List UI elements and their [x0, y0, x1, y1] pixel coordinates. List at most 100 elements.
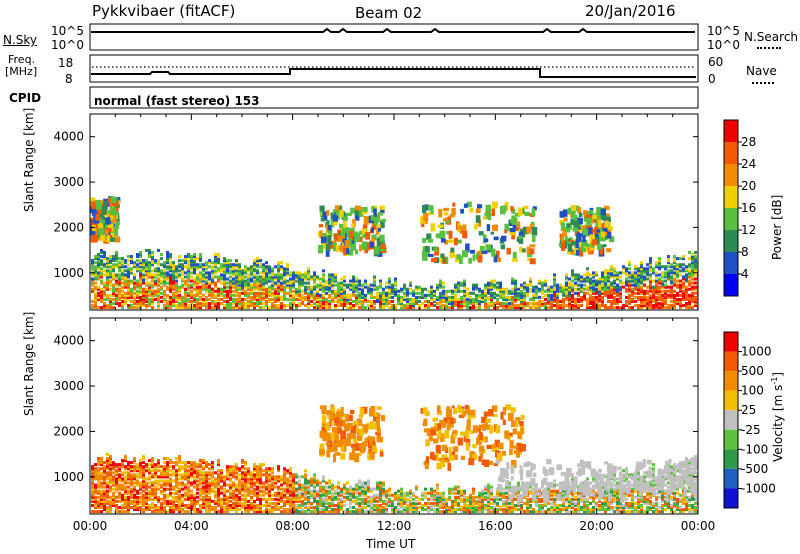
range-cell — [196, 293, 199, 297]
range-cell — [223, 304, 226, 308]
range-cell — [256, 265, 259, 269]
range-cell — [241, 465, 244, 469]
range-cell — [214, 491, 217, 495]
range-cell — [583, 287, 586, 291]
range-cell — [193, 269, 196, 273]
range-cell — [463, 279, 466, 283]
range-cell — [98, 228, 105, 236]
range-cell — [319, 481, 322, 485]
range-cell — [307, 271, 310, 275]
range-cell — [256, 291, 259, 295]
range-cell — [649, 304, 652, 308]
range-cell — [106, 477, 109, 481]
range-cell — [466, 302, 469, 306]
range-cell — [103, 281, 106, 285]
range-cell — [115, 283, 118, 287]
range-cell — [253, 475, 256, 479]
range-cell — [151, 285, 154, 289]
range-cell — [265, 279, 268, 283]
range-cell — [115, 479, 118, 483]
range-cell — [223, 285, 226, 289]
range-cell — [103, 485, 106, 489]
range-cell — [565, 285, 568, 289]
range-cell — [334, 205, 340, 211]
range-cell — [631, 277, 634, 281]
range-cell — [649, 293, 652, 297]
range-cell — [115, 483, 118, 487]
range-cell — [205, 487, 208, 491]
range-cell — [259, 467, 262, 471]
range-cell — [526, 293, 529, 297]
range-cell — [124, 487, 127, 491]
range-cell — [232, 481, 235, 485]
range-cell — [190, 271, 193, 275]
range-cell — [313, 479, 316, 483]
range-cell — [220, 497, 223, 501]
range-cell — [106, 473, 109, 477]
range-cell — [556, 287, 559, 291]
range-cell — [148, 281, 151, 285]
range-cell — [364, 299, 367, 303]
range-cell — [172, 510, 175, 514]
range-cell — [187, 489, 190, 493]
range-cell — [178, 304, 181, 308]
range-cell — [655, 304, 658, 308]
range-cell — [490, 281, 493, 285]
range-cell — [121, 508, 124, 512]
range-cell — [181, 302, 184, 306]
range-cell — [556, 306, 559, 310]
range-cell — [271, 285, 274, 289]
range-cell — [310, 510, 313, 514]
range-cell — [268, 467, 271, 471]
range-cell — [265, 277, 268, 281]
range-cell — [583, 297, 586, 301]
range-cell — [202, 503, 205, 507]
range-cell — [445, 291, 448, 295]
range-cell — [223, 306, 226, 310]
range-cell — [208, 495, 211, 499]
range-cell — [688, 293, 691, 297]
range-cell — [280, 273, 283, 277]
range-cell — [574, 297, 577, 301]
range-cell — [322, 501, 325, 505]
range-cell — [382, 295, 385, 299]
range-cell — [100, 459, 103, 463]
range-cell — [211, 289, 214, 293]
range-cell — [322, 275, 325, 279]
range-cell — [226, 293, 229, 297]
range-cell — [460, 295, 463, 299]
range-cell — [604, 285, 607, 289]
range-cell — [613, 295, 616, 299]
range-cell — [214, 493, 217, 497]
range-cell — [598, 295, 601, 299]
range-cell — [214, 489, 217, 493]
range-cell — [454, 293, 457, 297]
range-cell — [202, 283, 205, 287]
range-cell — [535, 295, 538, 299]
range-cell — [223, 506, 226, 510]
range-cell — [529, 281, 532, 285]
range-cell — [202, 459, 205, 463]
range-cell — [371, 209, 376, 213]
range-cell — [634, 277, 637, 281]
range-cell — [244, 291, 247, 295]
range-cell — [268, 299, 271, 303]
range-cell — [202, 273, 205, 277]
range-cell — [94, 475, 97, 479]
range-cell — [151, 463, 154, 467]
range-cell — [364, 293, 367, 297]
range-cell — [172, 491, 175, 495]
range-cell — [527, 257, 532, 261]
range-cell — [340, 231, 345, 237]
range-cell — [151, 297, 154, 301]
range-cell — [124, 297, 127, 301]
range-cell — [94, 269, 97, 273]
range-cell — [94, 261, 97, 265]
range-cell — [631, 273, 634, 277]
range-cell — [139, 273, 142, 277]
range-cell — [229, 275, 232, 279]
range-cell — [262, 289, 265, 293]
range-cell — [457, 239, 462, 244]
range-cell — [157, 497, 160, 501]
range-cell — [373, 285, 376, 289]
